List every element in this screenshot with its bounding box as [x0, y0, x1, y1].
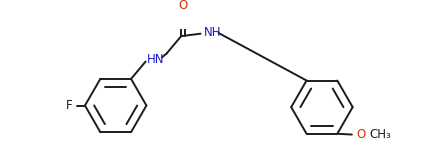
Text: F: F: [66, 99, 73, 112]
Text: NH: NH: [204, 26, 221, 39]
Text: CH₃: CH₃: [370, 128, 391, 141]
Text: O: O: [357, 128, 366, 141]
Text: HN: HN: [147, 53, 165, 66]
Text: O: O: [178, 0, 187, 12]
